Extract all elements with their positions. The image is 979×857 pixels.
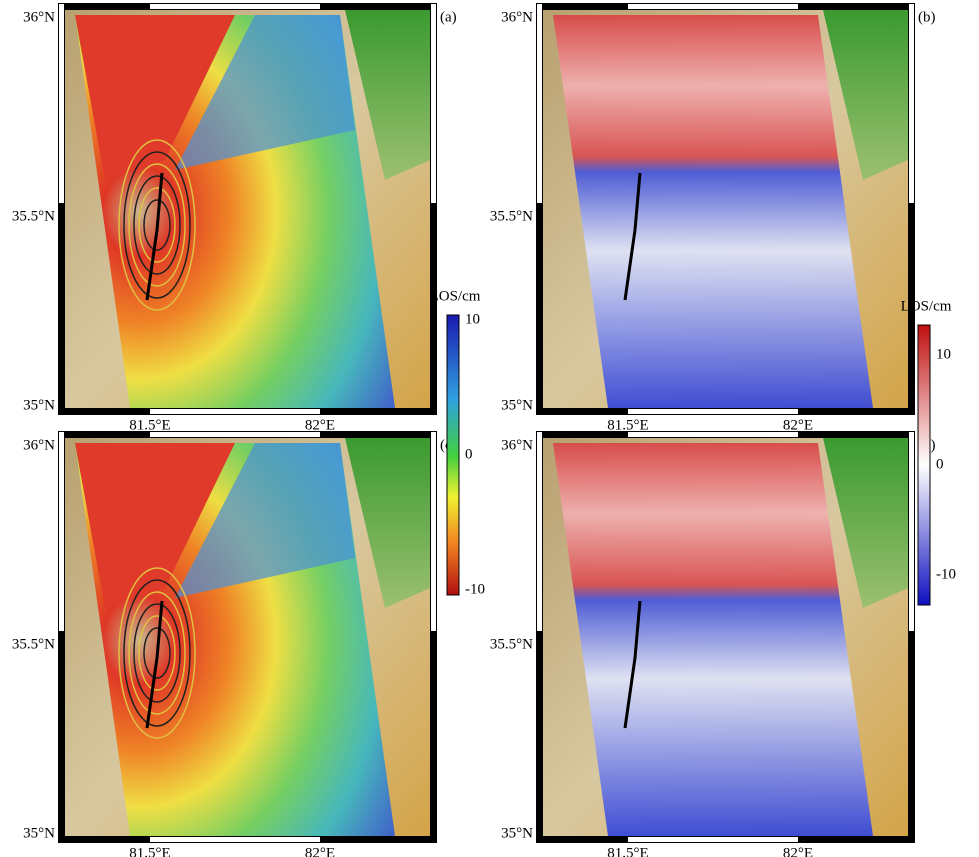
- frame-segment: [628, 837, 798, 842]
- frame-segment: [909, 432, 914, 631]
- colorbar-tick-label: 10: [465, 311, 480, 327]
- lat-label: 35°N: [23, 397, 55, 413]
- colorbar-tick-label: -10: [936, 566, 956, 582]
- lon-label: 81.5°E: [129, 845, 170, 857]
- frame-segment: [909, 4, 914, 203]
- lat-label: 36°N: [23, 9, 55, 25]
- frame-segment: [150, 432, 320, 437]
- lat-label: 36°N: [501, 437, 533, 453]
- frame-segment: [419, 432, 420, 433]
- frame-segment: [431, 4, 436, 203]
- panel-label: (a): [440, 9, 457, 25]
- lon-label: 81.5°E: [607, 845, 648, 857]
- lat-label: 35.5°N: [12, 208, 55, 224]
- figure: (a) 36°N 35.5°N 35°N 81.5°E 82°E (b) 36°N 35.5°N…: [0, 0, 979, 857]
- colorbar-title: LOS/cm: [901, 298, 952, 314]
- los-swath: [553, 15, 873, 408]
- frame-segment: [59, 4, 64, 203]
- lat-label: 35.5°N: [490, 636, 533, 652]
- lon-label: 82°E: [783, 845, 813, 857]
- frame-segment: [628, 409, 798, 414]
- map-panel: (d)36°N35.5°N35°N81.5°E82°E: [490, 431, 936, 857]
- colorbar-tick-label: 10: [936, 346, 951, 362]
- colorbar: [918, 325, 930, 605]
- lat-label: 36°N: [501, 9, 533, 25]
- frame-segment: [150, 837, 320, 842]
- colorbar-tick-label: -10: [465, 581, 485, 597]
- colorbar-tick-label: 0: [465, 446, 473, 462]
- frame-segment: [897, 4, 898, 5]
- colorbar-title: LOS/cm: [430, 288, 481, 304]
- lat-label: 35°N: [501, 825, 533, 841]
- lat-label: 36°N: [23, 437, 55, 453]
- panel-label: (b): [918, 9, 936, 25]
- frame-segment: [628, 4, 798, 9]
- los-swath: [553, 443, 873, 836]
- lon-label: 82°E: [305, 845, 335, 857]
- frame-segment: [897, 432, 898, 433]
- frame-segment: [537, 4, 542, 203]
- frame-segment: [150, 4, 320, 9]
- lat-label: 35.5°N: [12, 636, 55, 652]
- frame-segment: [431, 432, 436, 631]
- frame-segment: [59, 432, 64, 631]
- frame-segment: [150, 409, 320, 414]
- colorbar: [447, 315, 459, 595]
- lat-label: 35°N: [23, 825, 55, 841]
- frame-segment: [537, 432, 542, 631]
- frame-segment: [419, 4, 420, 5]
- lat-label: 35°N: [501, 397, 533, 413]
- colorbar-tick-label: 0: [936, 456, 944, 472]
- lat-label: 35.5°N: [490, 208, 533, 224]
- frame-segment: [628, 432, 798, 437]
- map-panel: (c)36°N35.5°N35°N81.5°E82°E: [12, 431, 457, 857]
